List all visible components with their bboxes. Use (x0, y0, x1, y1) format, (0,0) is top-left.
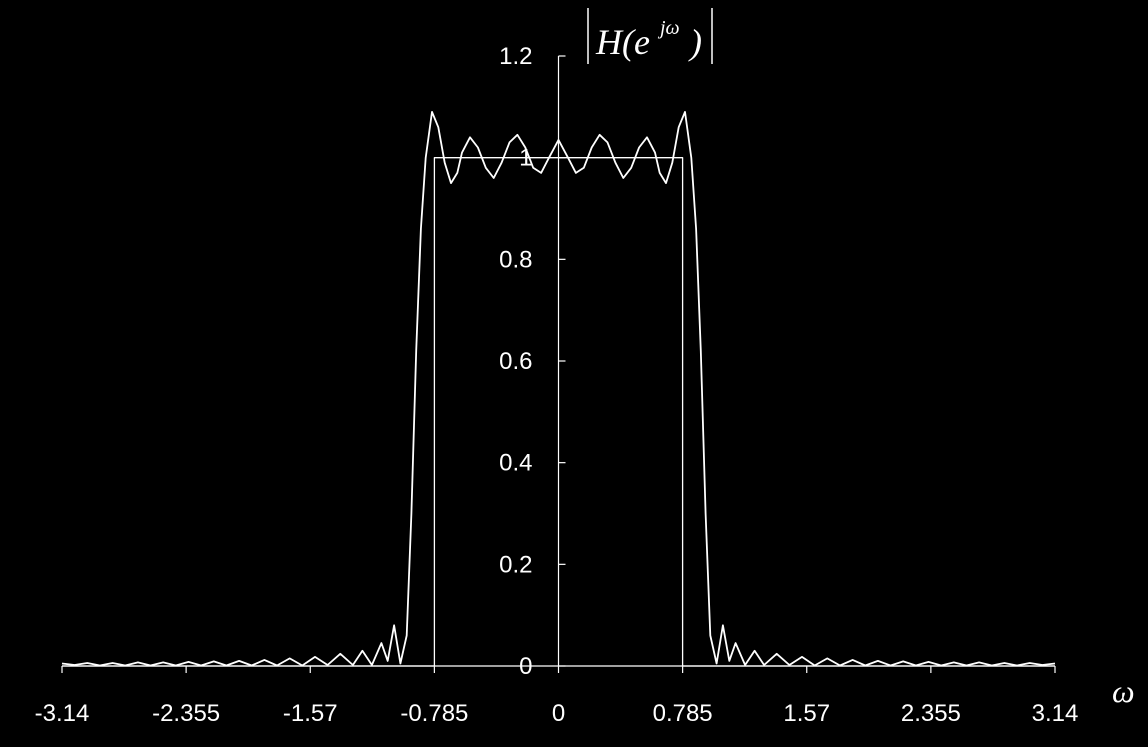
series-layer (61, 111, 1056, 667)
actual-response-line (61, 111, 1056, 667)
y-tick-label: 0.8 (499, 246, 532, 273)
y-label-superscript: jω (657, 17, 680, 39)
y-tick-label: 1.2 (499, 43, 532, 70)
tick-labels: -3.14 -2.355 -1.57 -0.785 0 0.785 1.57 2.355 3.1… (35, 43, 1079, 727)
y-tick-label: 1 (519, 145, 532, 172)
y-tick-label: 0.2 (499, 551, 532, 578)
x-tick-label: -0.785 (400, 700, 468, 727)
x-tick-label: -3.14 (35, 700, 90, 727)
y-label-prefix: H(e (595, 22, 650, 62)
x-tick-label: 1.57 (783, 700, 830, 727)
y-tick-label: 0.4 (499, 450, 532, 477)
ideal-response-line (62, 157, 1055, 667)
y-axis-label: H(e jω ) (587, 8, 713, 64)
x-tick-label: -2.355 (152, 700, 220, 727)
y-tick-label: 0.6 (499, 348, 532, 375)
x-axis-label: ω (1112, 673, 1135, 709)
y-tick-label: 0 (519, 653, 532, 680)
y-label-suffix: ) (688, 22, 702, 62)
x-tick-label: 3.14 (1032, 700, 1079, 727)
x-tick-label: -1.57 (283, 700, 338, 727)
x-tick-label: 2.355 (901, 700, 961, 727)
x-tick-label: 0 (552, 700, 565, 727)
x-tick-label: 0.785 (653, 700, 713, 727)
